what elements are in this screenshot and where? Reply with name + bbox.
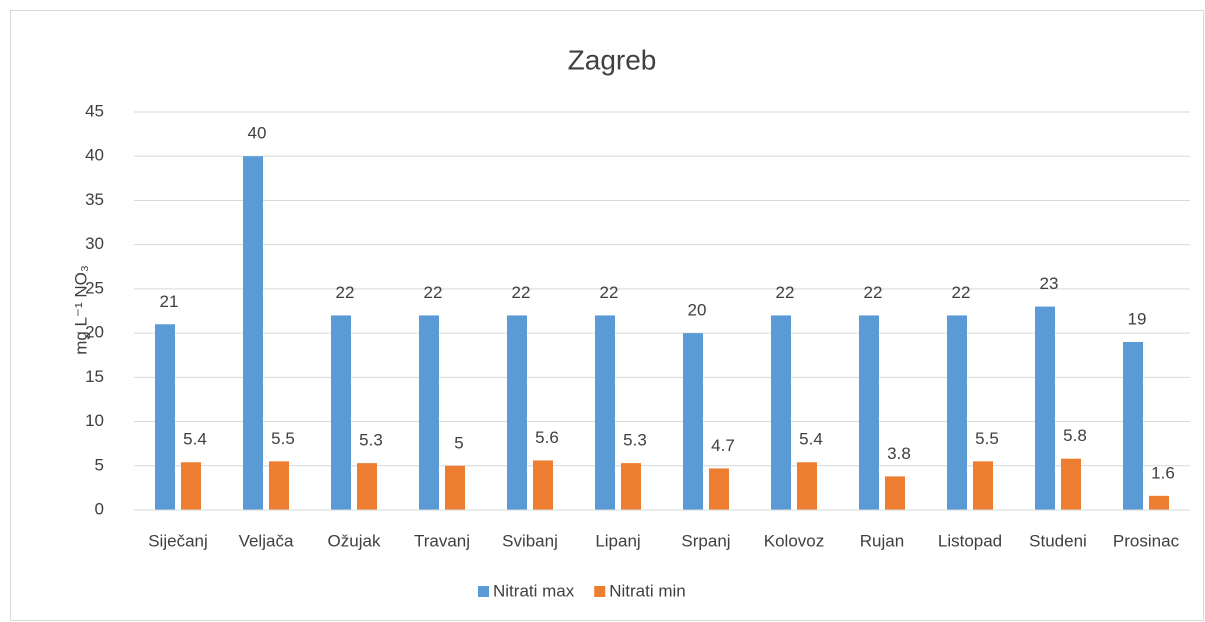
x-tick-label: Prosinac <box>1113 531 1180 550</box>
bar <box>973 461 993 510</box>
x-tick-label: Travanj <box>414 531 470 550</box>
y-tick-label: 20 <box>85 323 104 342</box>
x-tick-label: Siječanj <box>148 531 208 550</box>
bar <box>419 315 439 510</box>
data-label: 5.6 <box>535 428 559 447</box>
data-label: 5.5 <box>271 429 295 448</box>
data-label: 3.8 <box>887 444 911 463</box>
bar <box>155 324 175 510</box>
data-label: 22 <box>864 283 883 302</box>
bar <box>181 462 201 510</box>
x-tick-label: Veljača <box>239 531 294 550</box>
x-tick-label: Rujan <box>860 531 904 550</box>
legend-label: Nitrati max <box>493 581 575 600</box>
bar <box>533 460 553 510</box>
data-label: 22 <box>336 283 355 302</box>
y-tick-label: 45 <box>85 101 104 120</box>
data-label: 5 <box>454 433 463 452</box>
bar <box>621 463 641 510</box>
data-label: 5.8 <box>1063 426 1087 445</box>
y-tick-label: 0 <box>95 499 104 518</box>
bar <box>947 315 967 510</box>
bar <box>331 315 351 510</box>
data-label: 40 <box>248 124 267 143</box>
x-tick-label: Ožujak <box>328 531 381 550</box>
bar <box>709 468 729 510</box>
y-axis-title: mg L⁻¹ NO₃ <box>71 265 90 355</box>
legend-swatch <box>478 586 489 597</box>
bar <box>859 315 879 510</box>
y-tick-label: 15 <box>85 367 104 386</box>
data-label: 23 <box>1040 274 1059 293</box>
data-label: 5.5 <box>975 429 999 448</box>
y-tick-label: 35 <box>85 190 104 209</box>
legend-swatch <box>594 586 606 597</box>
chart-title: Zagreb <box>568 44 657 75</box>
data-label: 4.7 <box>711 436 735 455</box>
legend-label: Nitrati min <box>609 581 686 600</box>
bar <box>797 462 817 510</box>
bar <box>1061 458 1081 510</box>
data-label: 5.3 <box>359 431 383 450</box>
bar <box>771 315 791 510</box>
y-tick-label: 25 <box>85 278 104 297</box>
bar <box>357 463 377 510</box>
data-label: 19 <box>1128 309 1147 328</box>
data-label: 22 <box>952 283 971 302</box>
bar <box>1149 495 1169 510</box>
bar <box>269 461 289 510</box>
data-label: 1.6 <box>1151 463 1175 482</box>
bar <box>445 465 465 510</box>
data-label: 5.4 <box>799 430 823 449</box>
y-tick-label: 5 <box>95 455 104 474</box>
bar <box>1123 341 1143 510</box>
data-label: 22 <box>512 283 531 302</box>
x-tick-label: Srpanj <box>681 531 730 550</box>
bar <box>1035 306 1055 510</box>
bar <box>243 156 263 510</box>
bar <box>507 315 527 510</box>
data-label: 22 <box>600 283 619 302</box>
x-tick-label: Lipanj <box>595 531 640 550</box>
data-label: 21 <box>160 292 179 311</box>
y-tick-label: 10 <box>85 411 104 430</box>
data-label: 5.4 <box>183 430 207 449</box>
bar <box>595 315 615 510</box>
y-tick-label: 30 <box>85 234 104 253</box>
x-tick-label: Studeni <box>1029 531 1087 550</box>
data-label: 5.3 <box>623 431 647 450</box>
data-label: 22 <box>776 283 795 302</box>
bar <box>683 333 703 510</box>
y-tick-label: 40 <box>85 146 104 165</box>
data-label: 20 <box>688 301 707 320</box>
data-label: 22 <box>424 283 443 302</box>
x-tick-label: Listopad <box>938 531 1002 550</box>
x-tick-label: Kolovoz <box>764 531 824 550</box>
bar <box>885 476 905 510</box>
x-tick-label: Svibanj <box>502 531 558 550</box>
